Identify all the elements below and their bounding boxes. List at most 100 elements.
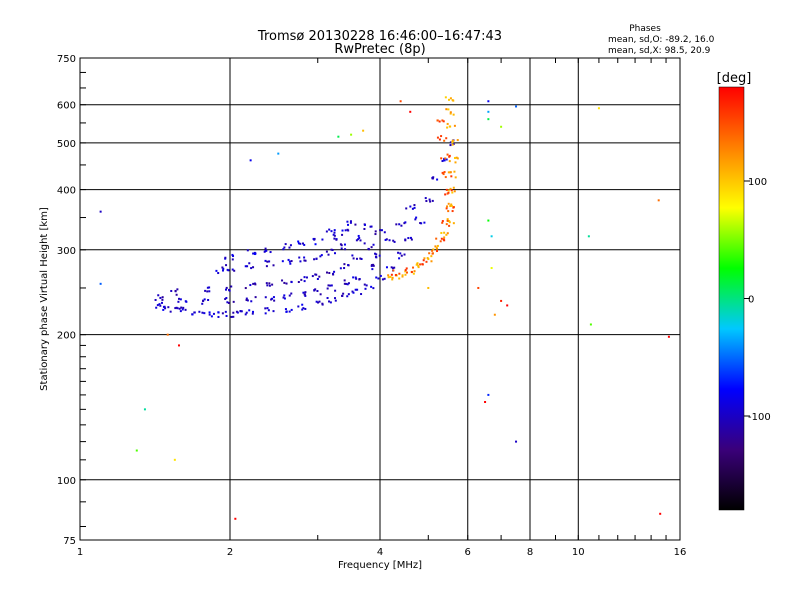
echo-point xyxy=(182,306,185,309)
echo-point xyxy=(304,307,307,310)
echo-point xyxy=(392,239,395,242)
echo-point xyxy=(421,263,424,266)
echo-point xyxy=(391,278,394,281)
echo-point xyxy=(447,171,450,174)
echo-point xyxy=(174,289,177,292)
echo-point xyxy=(331,249,334,252)
echo-point xyxy=(325,271,328,274)
echo-point xyxy=(369,225,372,228)
echo-point xyxy=(266,307,269,310)
echo-point xyxy=(203,298,206,301)
echo-point xyxy=(343,267,346,270)
echo-point xyxy=(404,221,407,224)
echo-point xyxy=(354,223,357,226)
echo-point xyxy=(184,308,187,311)
echo-point xyxy=(452,186,455,189)
chart-subtitle: RwPretec (8p) xyxy=(334,42,425,57)
echo-point xyxy=(350,133,353,136)
echo-point xyxy=(159,296,162,299)
echo-point xyxy=(363,223,366,226)
echo-point xyxy=(303,256,306,259)
echo-point xyxy=(333,231,336,234)
echo-point xyxy=(444,157,447,160)
echo-point xyxy=(179,298,182,301)
echo-point xyxy=(372,263,375,266)
stats-line-o: mean, sd,O: -89.2, 16.0 xyxy=(608,35,715,45)
echo-point xyxy=(442,120,445,123)
echo-point xyxy=(330,284,333,287)
echo-point xyxy=(333,234,336,237)
echo-point xyxy=(352,291,355,294)
echo-point xyxy=(166,333,169,336)
echo-point xyxy=(354,288,357,291)
echo-point xyxy=(303,293,306,296)
echo-point xyxy=(445,158,448,161)
echo-point xyxy=(346,295,349,298)
echo-point xyxy=(285,310,288,313)
echo-point xyxy=(413,206,416,209)
echo-point xyxy=(355,277,358,280)
echo-point xyxy=(303,280,306,283)
echo-point xyxy=(207,298,210,301)
echo-point xyxy=(487,100,490,103)
echo-point xyxy=(221,312,224,315)
echo-point xyxy=(490,267,493,270)
echo-point xyxy=(401,274,404,277)
echo-point xyxy=(225,297,228,300)
echo-point xyxy=(372,243,375,246)
echo-point xyxy=(423,221,426,224)
echo-point xyxy=(318,275,321,278)
echo-point xyxy=(268,260,271,263)
echo-point xyxy=(446,232,449,235)
echo-point xyxy=(240,310,243,313)
echo-point xyxy=(333,229,336,232)
echo-point xyxy=(217,315,220,318)
echo-point xyxy=(176,307,179,310)
echo-point xyxy=(435,237,438,240)
colorbar-ticks: 100 0 -100 xyxy=(744,177,771,423)
echo-point xyxy=(272,310,275,313)
echo-point xyxy=(446,205,449,208)
echo-point xyxy=(246,265,249,268)
echo-point xyxy=(401,275,404,278)
echo-point xyxy=(451,141,454,144)
echo-point xyxy=(515,105,518,108)
echo-point xyxy=(288,310,291,313)
echo-point xyxy=(271,297,274,300)
echo-point xyxy=(452,206,455,209)
echo-point xyxy=(442,173,445,176)
echo-point xyxy=(305,276,308,279)
echo-point xyxy=(304,259,307,262)
echo-point xyxy=(176,288,179,291)
echo-point xyxy=(411,207,414,210)
echo-point xyxy=(184,300,187,303)
echo-point xyxy=(252,252,255,255)
colorbar-label: [deg] xyxy=(717,71,752,86)
echo-point xyxy=(232,255,235,258)
echo-point xyxy=(449,111,452,114)
echo-point xyxy=(431,249,434,252)
echo-point xyxy=(224,298,227,301)
echo-point xyxy=(225,264,228,267)
echo-point xyxy=(319,293,322,296)
stats-heading: Phases xyxy=(629,24,661,34)
echo-point xyxy=(135,449,138,452)
echo-point xyxy=(429,200,432,203)
echo-point xyxy=(181,308,184,311)
echo-point xyxy=(315,257,318,260)
echo-point xyxy=(431,199,434,202)
echo-point xyxy=(443,171,446,174)
echo-point xyxy=(288,246,291,249)
echo-point xyxy=(298,256,301,259)
echo-point xyxy=(159,304,162,307)
echo-point xyxy=(208,290,211,293)
echo-point xyxy=(446,192,449,195)
echo-point xyxy=(397,251,400,254)
echo-point xyxy=(394,274,397,277)
echo-point xyxy=(442,238,445,241)
echo-point xyxy=(265,265,268,268)
echo-point xyxy=(177,300,180,303)
echo-point xyxy=(265,282,268,285)
echo-point xyxy=(297,305,300,308)
echo-point xyxy=(290,308,293,311)
